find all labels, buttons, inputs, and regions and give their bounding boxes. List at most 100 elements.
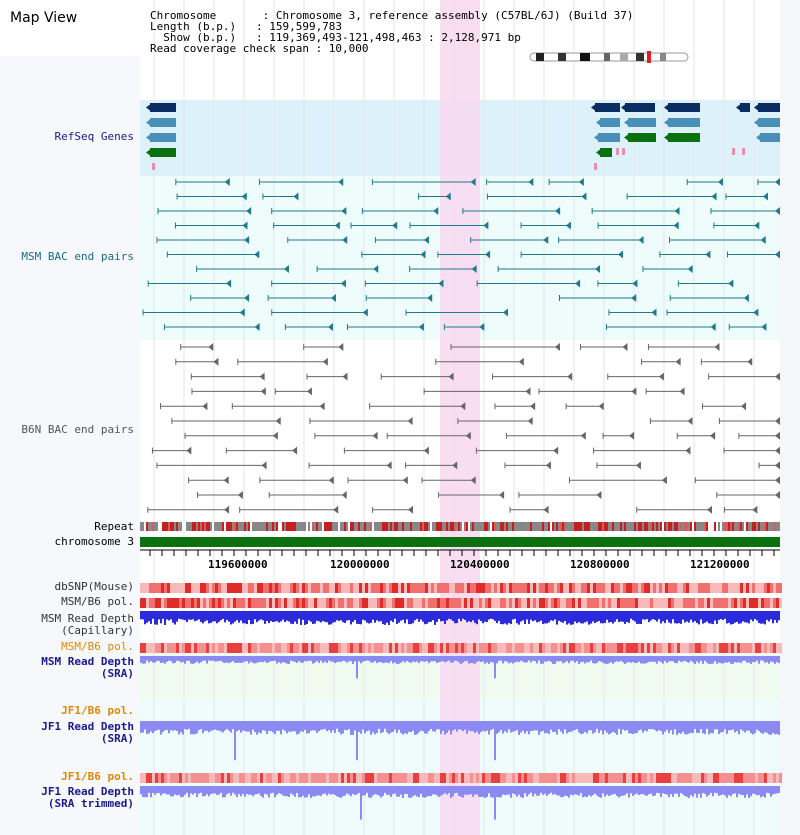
msm-bac-end-marker — [710, 323, 716, 331]
polymorphism-cell — [599, 598, 602, 608]
read-depth-bar — [170, 721, 172, 731]
repeat-element — [590, 522, 592, 531]
read-depth-bar — [450, 786, 452, 798]
read-depth-bar — [152, 656, 154, 663]
b6n-bac-end-marker — [341, 491, 347, 499]
read-depth-bar — [320, 656, 322, 661]
repeat-element — [214, 522, 216, 531]
track-label-b6n-bac[interactable]: B6N BAC end pairs — [21, 423, 134, 436]
read-depth-bar — [330, 721, 332, 733]
polymorphism-cell — [653, 773, 656, 783]
read-depth-bar — [212, 721, 214, 731]
read-depth-bar — [284, 656, 286, 663]
read-depth-bar — [326, 656, 328, 663]
repeat-element — [734, 522, 736, 531]
read-depth-bar — [410, 611, 412, 625]
polymorphism-cell — [344, 773, 347, 783]
polymorphism-cell — [695, 583, 698, 593]
repeat-element — [382, 522, 384, 531]
polymorphism-cell — [467, 643, 470, 653]
msm-bac-end-marker — [775, 178, 780, 186]
ideogram-band — [558, 53, 566, 61]
read-depth-bar — [218, 656, 220, 662]
read-depth-bar — [374, 786, 376, 795]
read-depth-bar — [614, 611, 616, 622]
polymorphism-cell — [548, 773, 551, 783]
refseq-gene — [625, 103, 655, 112]
read-depth-bar — [640, 721, 642, 730]
repeat-element — [718, 522, 720, 531]
polymorphism-cell — [233, 583, 236, 593]
read-depth-bar — [238, 656, 240, 663]
polymorphism-cell — [398, 643, 401, 653]
polymorphism-cell — [755, 598, 758, 608]
read-depth-bar — [472, 656, 474, 664]
read-depth-bar — [328, 611, 330, 625]
repeat-element — [188, 522, 190, 531]
repeat-element — [762, 522, 764, 531]
read-depth-bar — [488, 656, 490, 664]
track-label-msm-bac[interactable]: MSM BAC end pairs — [21, 250, 134, 263]
polymorphism-cell — [755, 773, 758, 783]
repeat-element — [312, 522, 314, 531]
polymorphism-cell — [185, 643, 188, 653]
read-depth-bar — [242, 721, 244, 731]
read-depth-bar — [158, 611, 160, 620]
read-depth-bar — [430, 656, 432, 662]
polymorphism-cell — [269, 773, 272, 783]
read-depth-bar — [546, 721, 548, 733]
read-depth-bar — [686, 786, 688, 797]
read-depth-bar — [690, 786, 692, 796]
read-depth-bar — [510, 656, 512, 663]
track-label-refseq[interactable]: RefSeq Genes — [54, 130, 134, 143]
read-depth-bar — [148, 656, 150, 663]
read-depth-bar — [608, 721, 610, 735]
repeat-element — [166, 522, 168, 531]
polymorphism-cell — [395, 583, 398, 593]
read-depth-bar — [682, 786, 684, 795]
polymorphism-cell — [281, 583, 284, 593]
polymorphism-cell — [743, 773, 746, 783]
read-depth-bar — [654, 611, 656, 620]
polymorphism-cell — [287, 773, 290, 783]
polymorphism-cell — [185, 583, 188, 593]
repeat-element — [374, 522, 376, 531]
polymorphism-cell — [236, 583, 239, 593]
read-depth-bar — [324, 786, 326, 794]
read-depth-bar — [598, 656, 600, 662]
read-depth-bar — [308, 786, 310, 795]
read-depth-bar — [276, 786, 278, 795]
read-depth-bar — [682, 611, 684, 620]
polymorphism-cell — [458, 773, 461, 783]
read-depth-bar — [340, 786, 342, 798]
repeat-element — [556, 522, 558, 531]
polymorphism-cell — [707, 643, 710, 653]
read-depth-bar — [398, 611, 400, 623]
msm-bac-end-marker — [392, 221, 398, 230]
read-depth-bar — [320, 786, 322, 797]
read-depth-bar — [366, 656, 368, 661]
polymorphism-cell — [335, 583, 338, 593]
repeat-element — [164, 522, 166, 531]
repeat-element — [326, 522, 328, 531]
read-depth-bar — [592, 656, 594, 664]
polymorphism-cell — [713, 773, 716, 783]
polymorphism-cell — [416, 773, 419, 783]
polymorphism-cell — [224, 598, 227, 608]
read-depth-bar — [404, 786, 406, 794]
read-depth-bar — [704, 656, 706, 661]
read-depth-bar — [504, 656, 506, 662]
polymorphism-cell — [335, 773, 338, 783]
read-depth-bar — [424, 656, 426, 662]
read-depth-bar — [452, 786, 454, 797]
read-depth-bar — [482, 611, 484, 624]
read-depth-bar — [714, 656, 716, 662]
read-depth-bar — [222, 721, 224, 733]
repeat-element — [670, 522, 672, 531]
repeat-element — [776, 522, 778, 531]
read-depth-bar — [284, 721, 286, 731]
read-depth-bar — [474, 721, 476, 733]
polymorphism-cell — [146, 773, 149, 783]
msm-bac-end-marker — [651, 308, 657, 317]
